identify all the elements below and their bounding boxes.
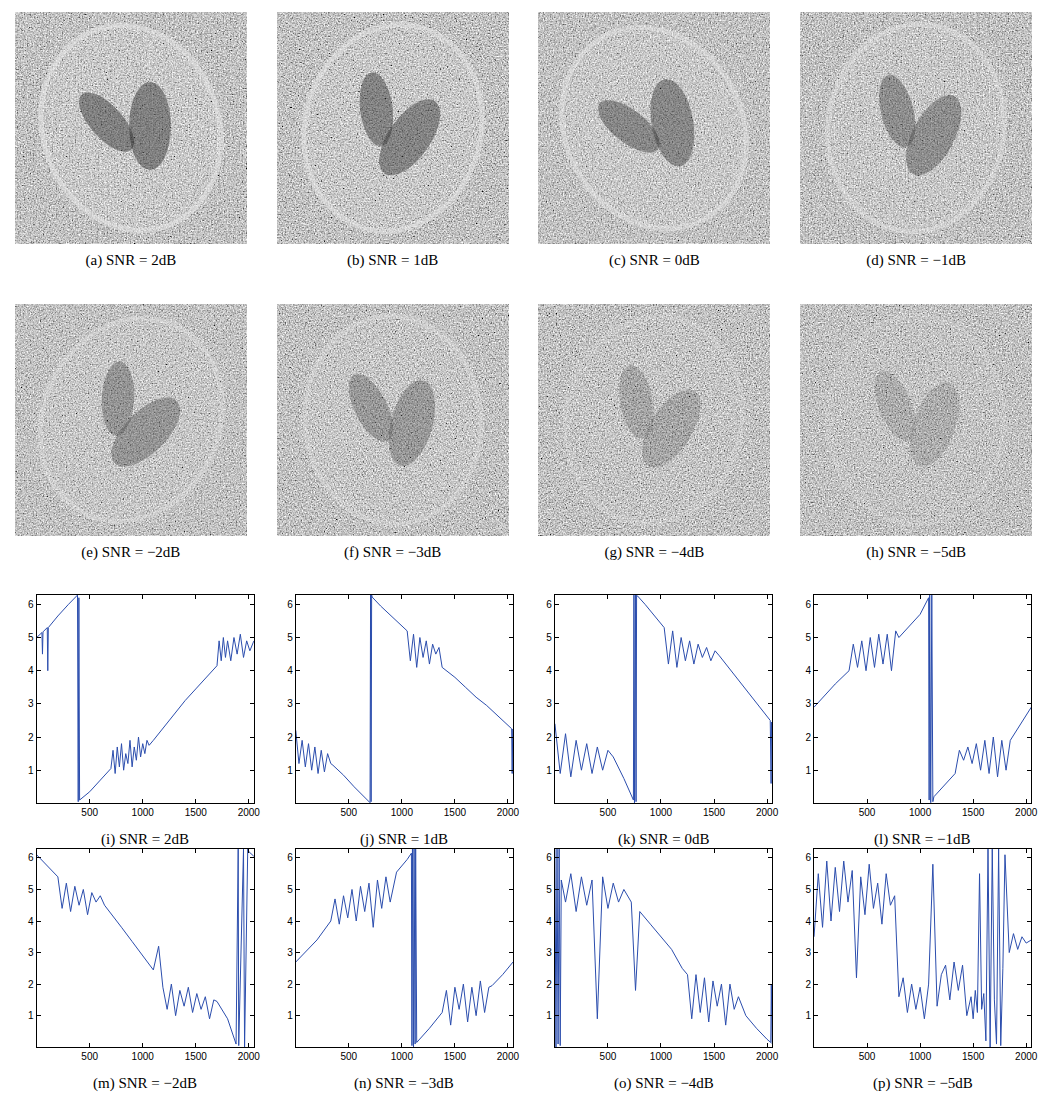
svg-text:5: 5 [805, 884, 811, 895]
html-text:(f) SNR = −3dB: (f) SNR = −3dB [344, 544, 442, 560]
svg-text:3: 3 [546, 947, 552, 958]
svg-text:1500: 1500 [962, 807, 985, 818]
svg-text:1000: 1000 [132, 807, 155, 818]
svg-text:2000: 2000 [1015, 1051, 1038, 1062]
svg-text:3: 3 [28, 698, 34, 709]
svg-text:6: 6 [287, 599, 293, 610]
svg-text:(m) SNR = −2dB: (m) SNR = −2dB [93, 1075, 197, 1092]
svg-text:500: 500 [600, 807, 617, 818]
svg-text:1000: 1000 [391, 1051, 414, 1062]
svg-text:2000: 2000 [238, 1051, 261, 1062]
svg-text:6: 6 [805, 852, 811, 863]
svg-text:500: 500 [859, 807, 876, 818]
svg-text:1: 1 [28, 765, 34, 776]
svg-text:6: 6 [28, 852, 34, 863]
svg-text:1: 1 [287, 765, 293, 776]
svg-text:500: 500 [340, 807, 357, 818]
svg-text:1000: 1000 [650, 1051, 673, 1062]
svg-text:2: 2 [287, 732, 293, 743]
svg-text:2: 2 [805, 732, 811, 743]
html-text:(b) SNR = 1dB: (b) SNR = 1dB [346, 252, 439, 268]
html-text:(c) SNR = 0dB: (c) SNR = 0dB [609, 252, 700, 268]
svg-text:500: 500 [340, 1051, 357, 1062]
svg-text:4: 4 [805, 665, 811, 676]
svg-text:1: 1 [546, 765, 552, 776]
svg-text:4: 4 [287, 665, 293, 676]
svg-text:(k) SNR = 0dB: (k) SNR = 0dB [618, 831, 709, 848]
svg-text:2000: 2000 [238, 807, 261, 818]
svg-text:1: 1 [28, 1010, 34, 1021]
svg-text:4: 4 [28, 665, 34, 676]
svg-text:1: 1 [805, 765, 811, 776]
svg-text:6: 6 [546, 599, 552, 610]
svg-text:1500: 1500 [185, 1051, 208, 1062]
svg-text:4: 4 [287, 916, 293, 927]
svg-text:1000: 1000 [132, 1051, 155, 1062]
svg-text:1000: 1000 [909, 807, 932, 818]
svg-text:1500: 1500 [444, 807, 467, 818]
svg-text:500: 500 [600, 1051, 617, 1062]
svg-text:1: 1 [805, 1010, 811, 1021]
svg-text:3: 3 [28, 947, 34, 958]
svg-text:500: 500 [81, 1051, 98, 1062]
svg-text:1500: 1500 [703, 807, 726, 818]
svg-text:2: 2 [546, 732, 552, 743]
svg-text:1: 1 [287, 1010, 293, 1021]
svg-text:2: 2 [546, 979, 552, 990]
svg-text:3: 3 [546, 698, 552, 709]
svg-text:5: 5 [28, 884, 34, 895]
html-text:(d) SNR = −1dB: (d) SNR = −1dB [866, 252, 966, 268]
svg-text:2000: 2000 [756, 1051, 779, 1062]
svg-text:2000: 2000 [497, 807, 520, 818]
svg-text:2000: 2000 [1015, 807, 1038, 818]
svg-text:6: 6 [287, 852, 293, 863]
html-text:(a) SNR = 2dB: (a) SNR = 2dB [85, 252, 177, 268]
svg-text:5: 5 [287, 632, 293, 643]
svg-text:4: 4 [28, 916, 34, 927]
svg-text:5: 5 [805, 632, 811, 643]
svg-text:1500: 1500 [962, 1051, 985, 1062]
svg-text:2: 2 [287, 979, 293, 990]
svg-text:3: 3 [287, 698, 293, 709]
svg-text:(l) SNR = −1dB: (l) SNR = −1dB [874, 831, 971, 848]
svg-text:1500: 1500 [444, 1051, 467, 1062]
svg-text:6: 6 [805, 599, 811, 610]
svg-text:4: 4 [546, 916, 552, 927]
svg-text:6: 6 [546, 852, 552, 863]
svg-text:1: 1 [546, 1010, 552, 1021]
svg-text:1000: 1000 [650, 807, 673, 818]
svg-text:4: 4 [805, 916, 811, 927]
html-text:(g) SNR = −4dB: (g) SNR = −4dB [604, 544, 705, 560]
svg-text:2: 2 [28, 732, 34, 743]
svg-text:5: 5 [28, 632, 34, 643]
svg-text:2: 2 [28, 979, 34, 990]
svg-text:2: 2 [805, 979, 811, 990]
svg-text:1500: 1500 [703, 1051, 726, 1062]
svg-text:5: 5 [546, 884, 552, 895]
svg-text:5: 5 [287, 884, 293, 895]
svg-text:6: 6 [28, 599, 34, 610]
svg-text:3: 3 [287, 947, 293, 958]
html-text:(h) SNR = −5dB: (h) SNR = −5dB [866, 544, 966, 560]
svg-text:500: 500 [81, 807, 98, 818]
svg-text:4: 4 [546, 665, 552, 676]
svg-text:(n) SNR = −3dB: (n) SNR = −3dB [354, 1075, 454, 1092]
svg-text:(p) SNR = −5dB: (p) SNR = −5dB [873, 1075, 973, 1092]
svg-text:3: 3 [805, 698, 811, 709]
svg-text:3: 3 [805, 947, 811, 958]
svg-text:500: 500 [859, 1051, 876, 1062]
svg-text:1000: 1000 [391, 807, 414, 818]
svg-text:(j) SNR = 1dB: (j) SNR = 1dB [360, 831, 448, 848]
svg-text:(i) SNR = 2dB: (i) SNR = 2dB [101, 831, 189, 848]
svg-text:2000: 2000 [756, 807, 779, 818]
svg-text:5: 5 [546, 632, 552, 643]
svg-text:1000: 1000 [909, 1051, 932, 1062]
svg-text:1500: 1500 [185, 807, 208, 818]
svg-text:(o) SNR = −4dB: (o) SNR = −4dB [614, 1075, 714, 1092]
svg-text:2000: 2000 [497, 1051, 520, 1062]
html-text:(e) SNR = −2dB: (e) SNR = −2dB [81, 544, 181, 560]
